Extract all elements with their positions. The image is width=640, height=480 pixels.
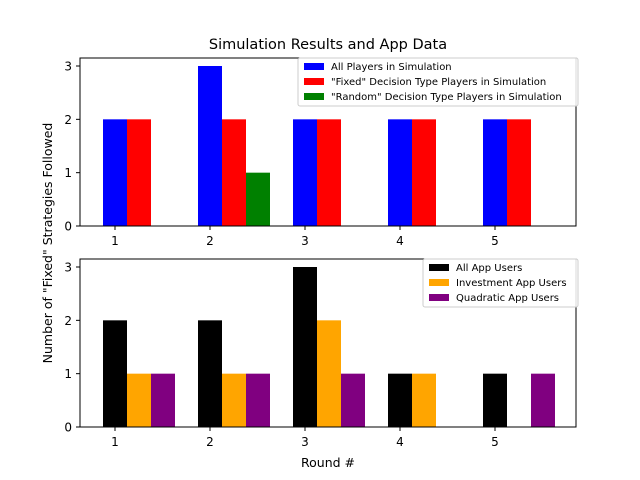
bottom-bar-series3-round2 — [246, 373, 270, 427]
top-bar-series1-round2 — [198, 66, 222, 226]
bottom-bar-series1-round1 — [103, 320, 127, 427]
top-x-tick-label: 2 — [206, 234, 214, 248]
bottom-panel-bars — [103, 267, 555, 427]
bottom-bar-series2-round2 — [222, 373, 246, 427]
top-x-tick-label: 4 — [396, 234, 404, 248]
top-legend-swatch-2 — [304, 78, 324, 85]
bottom-legend-swatch-1 — [429, 264, 449, 271]
bottom-panel-legend: All App Users Investment App Users Quadrat… — [422, 258, 579, 308]
top-bar-series1-round3 — [293, 119, 317, 226]
top-bar-series2-round2 — [222, 119, 246, 226]
bottom-legend-frame — [422, 258, 579, 308]
chart-title: Simulation Results and App Data — [209, 37, 447, 53]
top-y-tick-label: 1 — [64, 166, 72, 180]
top-panel-legend: All Players in Simulation "Fixed" Decisio… — [297, 57, 579, 107]
bottom-panel-x-ticks: 1 2 3 4 5 — [111, 427, 499, 449]
top-bar-series2-round3 — [317, 119, 341, 226]
top-legend-label-3: "Random" Decision Type Players in Simula… — [331, 92, 562, 103]
top-bar-series2-round5 — [507, 119, 531, 226]
bottom-legend-label-3: Quadratic App Users — [456, 293, 559, 304]
top-bar-series1-round5 — [483, 119, 507, 226]
bottom-panel-frame — [79, 258, 577, 428]
bottom-x-tick-label: 5 — [491, 435, 499, 449]
top-y-tick-label: 0 — [64, 220, 72, 234]
top-x-tick-label: 5 — [491, 234, 499, 248]
bottom-bar-series3-round3 — [341, 373, 365, 427]
top-panel-x-ticks: 1 2 3 4 5 — [111, 226, 499, 248]
top-bar-series2-round1 — [127, 119, 151, 226]
top-y-tick-label: 2 — [64, 113, 72, 127]
bottom-legend-swatch-3 — [429, 294, 449, 301]
top-panel-y-ticks: 0 1 2 3 — [64, 60, 80, 234]
bottom-bar-series2-round4 — [412, 373, 436, 427]
top-x-tick-label: 3 — [301, 234, 309, 248]
top-bar-series2-round4 — [412, 119, 436, 226]
bottom-bar-series1-round2 — [198, 320, 222, 427]
bottom-x-tick-label: 2 — [206, 435, 214, 449]
bottom-y-tick-label: 2 — [64, 314, 72, 328]
y-axis-label: Number of "Fixed" Strategies Followed — [40, 123, 55, 364]
top-x-tick-label: 1 — [111, 234, 119, 248]
top-legend-swatch-3 — [304, 93, 324, 100]
bottom-panel-y-ticks: 0 1 2 3 — [64, 261, 80, 435]
bottom-y-tick-label: 0 — [64, 421, 72, 435]
top-legend-label-2: "Fixed" Decision Type Players in Simulat… — [331, 77, 546, 88]
bottom-y-tick-label: 3 — [64, 261, 72, 275]
bottom-x-tick-label: 4 — [396, 435, 404, 449]
top-panel-bars — [103, 66, 531, 226]
top-legend-label-1: All Players in Simulation — [331, 62, 452, 73]
bottom-x-tick-label: 3 — [301, 435, 309, 449]
x-axis-label: Round # — [301, 455, 355, 470]
top-bar-series3-round2 — [246, 172, 270, 226]
bottom-x-tick-label: 1 — [111, 435, 119, 449]
top-legend-frame — [297, 57, 579, 107]
bottom-legend-swatch-2 — [429, 279, 449, 286]
bottom-bar-series1-round3 — [293, 267, 317, 427]
bottom-bar-series3-round5 — [531, 373, 555, 427]
bottom-legend-label-2: Investment App Users — [456, 278, 567, 289]
bottom-bar-series3-round1 — [151, 373, 175, 427]
top-bar-series1-round4 — [388, 119, 412, 226]
bottom-bar-series1-round5 — [483, 373, 507, 427]
top-y-tick-label: 3 — [64, 60, 72, 74]
bottom-bar-series2-round1 — [127, 373, 151, 427]
top-panel: 0 1 2 3 1 2 3 4 5 All Players in Simulation "Fix… — [64, 57, 579, 248]
bottom-panel: 0 1 2 3 1 2 3 4 5 All App Users Investment App U… — [64, 258, 579, 449]
bottom-bar-series2-round3 — [317, 320, 341, 427]
bottom-legend-label-1: All App Users — [456, 263, 522, 274]
top-bar-series1-round1 — [103, 119, 127, 226]
top-legend-swatch-1 — [304, 63, 324, 70]
bottom-bar-series1-round4 — [388, 373, 412, 427]
bottom-y-tick-label: 1 — [64, 367, 72, 381]
